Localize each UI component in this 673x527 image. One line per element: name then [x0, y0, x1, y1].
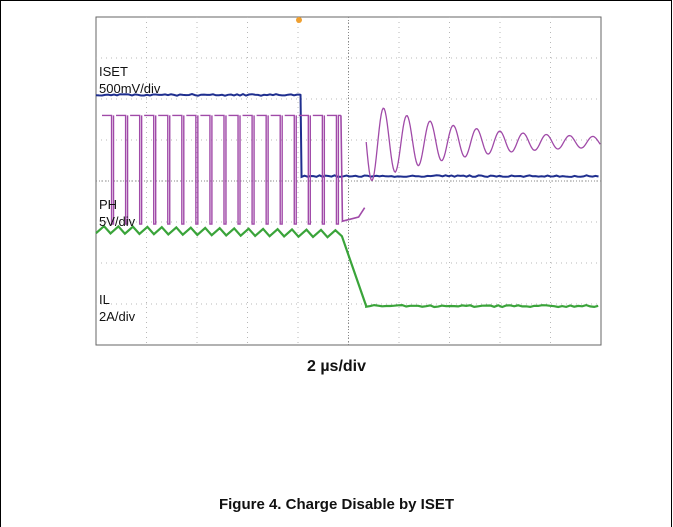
oscilloscope-plot: ISET 500mV/div PH 5V/div IL 2A/div: [0, 0, 673, 360]
il-scale-label: 2A/div: [99, 309, 136, 324]
iset-channel-label: ISET: [99, 64, 128, 79]
timebase-label: 2 µs/div: [0, 358, 673, 376]
ph-channel-label: PH: [99, 197, 117, 212]
trigger-marker: [296, 17, 302, 23]
ph-scale-label: 5V/div: [99, 214, 136, 229]
il-channel-label: IL: [99, 292, 110, 307]
figure-caption: Figure 4. Charge Disable by ISET: [0, 496, 673, 513]
iset-scale-label: 500mV/div: [99, 81, 161, 96]
